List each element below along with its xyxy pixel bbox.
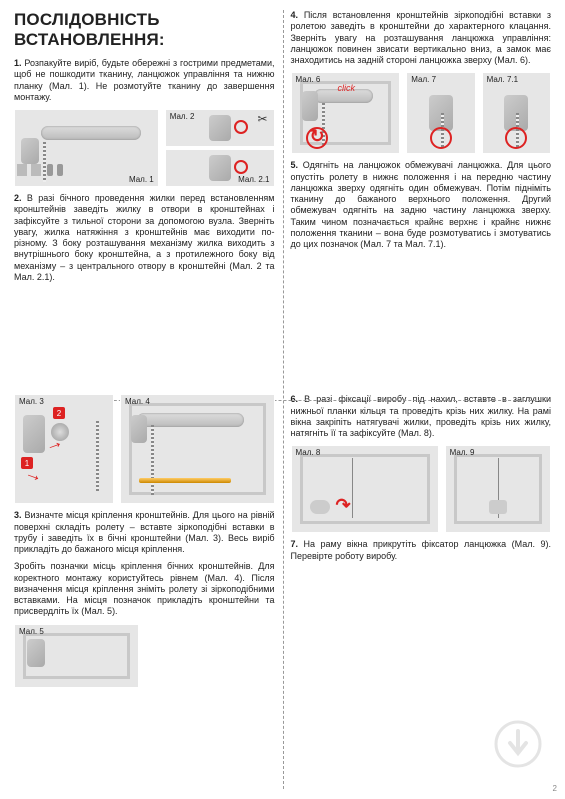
- arrow-icon: ↷: [336, 495, 351, 516]
- figure-5: Мал. 5: [14, 624, 139, 688]
- figure-4: Мал. 4: [120, 394, 274, 504]
- num-tag-1: 1: [21, 457, 33, 469]
- figure-7: Мал. 7: [406, 72, 475, 154]
- quadrant-top-right: 4. Після встановлення кронштейнів зіркоп…: [283, 10, 552, 384]
- level-tool: [139, 478, 230, 483]
- figure-9: Мал. 9: [445, 445, 551, 533]
- step-5-text: 5. Одягніть на ланцюжок обмежувачі ланцю…: [291, 160, 552, 250]
- page-number: 2: [553, 784, 557, 793]
- step-4-text: 4. Після встановлення кронштейнів зіркоп…: [291, 10, 552, 66]
- figure-3: → → 1 2 Мал. 3: [14, 394, 114, 504]
- step-7-text: 7. На раму вікна прикрутіть фіксатор лан…: [291, 539, 552, 562]
- fig-row-5: Мал. 5: [14, 624, 275, 688]
- quadrant-top-left: ПОСЛІДОВНІСТЬ ВСТАНОВЛЕННЯ: 1. Розпакуйт…: [14, 10, 283, 384]
- figure-6: click ↻ Мал. 6: [291, 72, 401, 154]
- page-title: ПОСЛІДОВНІСТЬ ВСТАНОВЛЕННЯ:: [14, 10, 275, 50]
- fig-label-9: Мал. 9: [450, 448, 475, 457]
- figure-2-1: Мал. 2.1: [165, 149, 275, 187]
- fig-label-7: Мал. 7: [411, 75, 436, 84]
- step-3b-text: Зробіть позначки місць кріплення бічних …: [14, 561, 275, 617]
- watermark-icon: [493, 719, 543, 769]
- num-tag-2: 2: [53, 407, 65, 419]
- fig-label-2: Мал. 2: [170, 112, 195, 121]
- step-6-text: 6. В разі фіксації виробу під нахил, вст…: [291, 394, 552, 439]
- fig-row-6: ↷ Мал. 8 Мал. 9: [291, 445, 552, 533]
- fig-row-3: → → 1 2 Мал. 3 Мал. 4: [14, 394, 275, 504]
- fig-label-7-1: Мал. 7.1: [487, 75, 518, 84]
- figure-7-1: Мал. 7.1: [482, 72, 551, 154]
- fig-row-1: Мал. 1 ✂ Мал. 2 Мал. 2.1: [14, 109, 275, 187]
- step-3-text: 3. Визначте місця кріплення кронштейнів.…: [14, 510, 275, 555]
- step-2-text: 2. В разі бічного проведення жилки перед…: [14, 193, 275, 283]
- quadrant-bottom-left: → → 1 2 Мал. 3 Мал. 4 3. Визначте місця …: [14, 384, 283, 789]
- figure-1: Мал. 1: [14, 109, 159, 187]
- fig-label-6: Мал. 6: [296, 75, 321, 84]
- step-1-text: 1. Розпакуйте виріб, будьте обережні з г…: [14, 58, 275, 103]
- click-label: click: [338, 83, 356, 93]
- fig-label-5: Мал. 5: [19, 627, 44, 636]
- figure-8: ↷ Мал. 8: [291, 445, 439, 533]
- figure-2: ✂ Мал. 2: [165, 109, 275, 147]
- fig-label-8: Мал. 8: [296, 448, 321, 457]
- fig-label-4: Мал. 4: [125, 397, 150, 406]
- fig-label-3: Мал. 3: [19, 397, 44, 406]
- fig-label-1: Мал. 1: [129, 175, 154, 184]
- fig-row-4: click ↻ Мал. 6 Мал. 7 Мал. 7.1: [291, 72, 552, 154]
- scissors-icon: ✂: [257, 112, 267, 126]
- fig-label-2-1: Мал. 2.1: [238, 175, 269, 184]
